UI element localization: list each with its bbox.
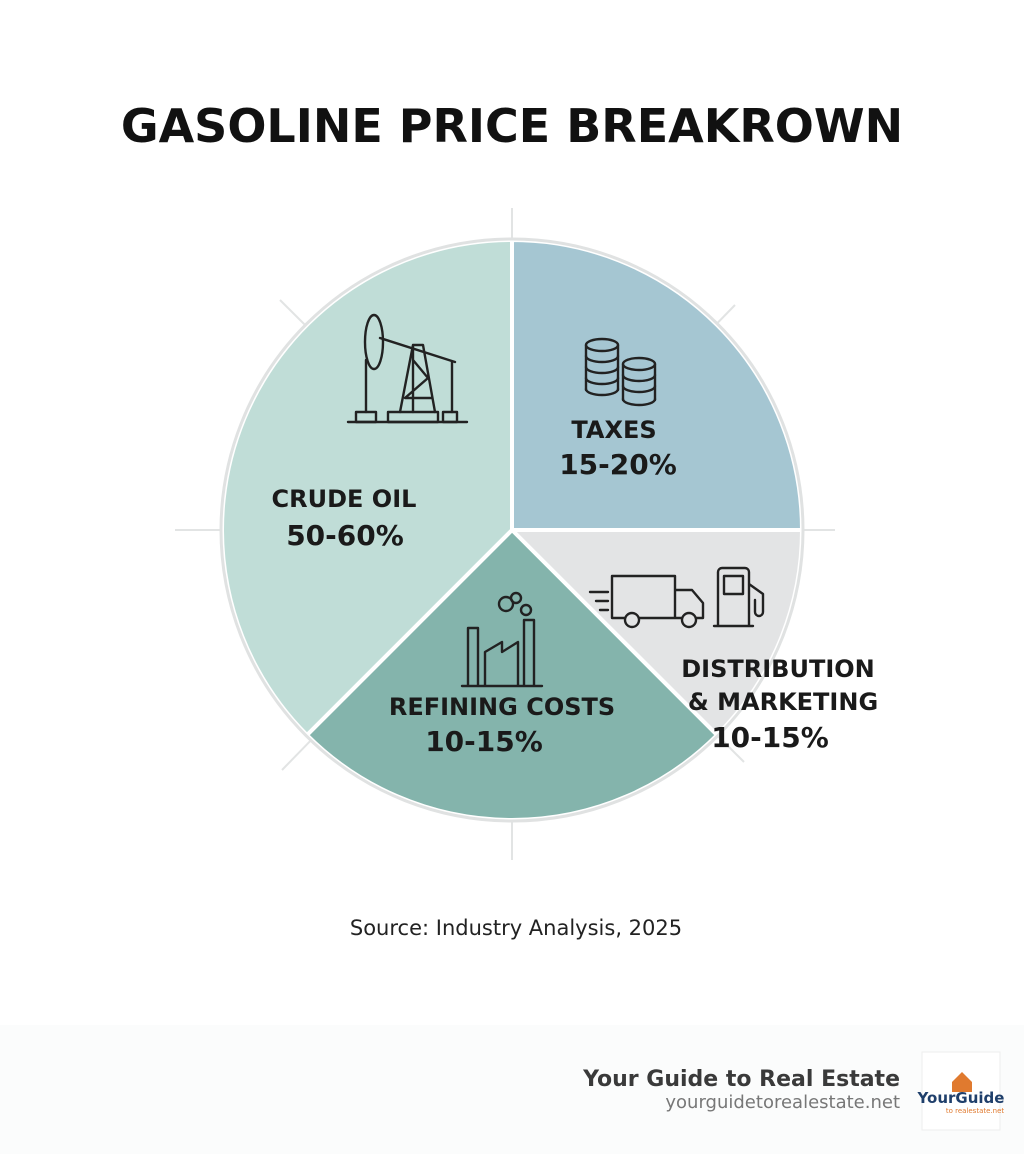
logo-house [952, 1072, 972, 1092]
slice-label: REFINING COSTS [389, 693, 615, 721]
slice-range: 10-15% [425, 725, 543, 758]
chart-title: GASOLINE PRICE BREAKROWN [121, 99, 903, 153]
coins-icon [584, 337, 657, 407]
pie-slice [510, 237, 805, 532]
slice-label: DISTRIBUTION [681, 655, 875, 683]
truck-pump-icon [588, 566, 765, 629]
footer-brand: Your Guide to Real Estate [582, 1067, 900, 1092]
source-note: Source: Industry Analysis, 2025 [350, 916, 682, 940]
footer-url: yourguidetorealestate.net [665, 1092, 900, 1113]
slice-label: & MARKETING [688, 688, 878, 716]
slice-range: 15-20% [559, 448, 677, 481]
pie-rim [219, 237, 805, 823]
logo-sub: to realestate.net [946, 1107, 1005, 1115]
slice-range: 50-60% [286, 519, 404, 552]
pie [219, 237, 805, 823]
slice-range: 10-15% [711, 721, 829, 754]
logo-main: YourGuide [917, 1089, 1005, 1107]
oil-pump-icon [346, 313, 469, 424]
footer-band [0, 1025, 1024, 1154]
factory-icon [460, 591, 544, 688]
slice-label: CRUDE OIL [272, 485, 417, 513]
slice-label: TAXES [571, 416, 656, 444]
